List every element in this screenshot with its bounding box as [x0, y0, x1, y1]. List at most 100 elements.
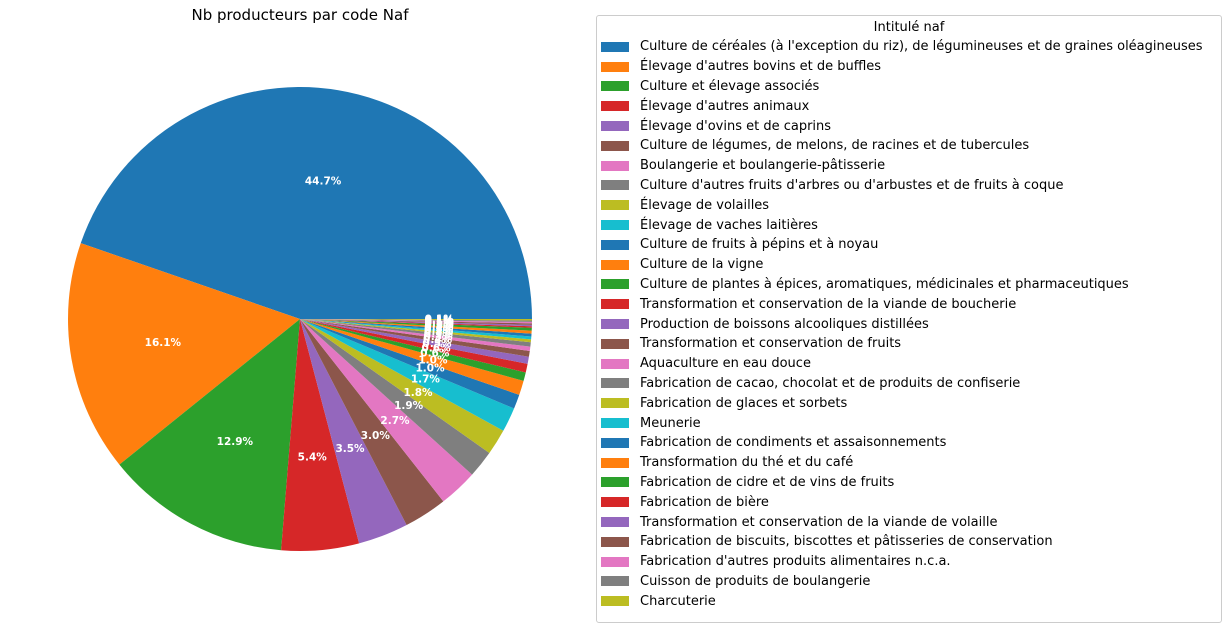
slice-label: 2.7%	[380, 415, 410, 427]
legend-item: Élevage d'autres bovins et de buffles	[601, 57, 1221, 77]
legend-swatch	[601, 556, 629, 567]
legend-label: Élevage d'autres animaux	[640, 98, 810, 114]
legend-item: Culture d'autres fruits d'arbres ou d'ar…	[601, 176, 1221, 196]
pie-slice	[281, 319, 360, 552]
legend-label: Transformation et conservation de la via…	[640, 296, 1017, 312]
legend-item: Charcuterie	[601, 591, 1221, 611]
pie-slice	[300, 319, 530, 357]
slice-label: 44.7%	[305, 176, 342, 188]
legend-item: Fabrication de bière	[601, 492, 1221, 512]
legend-swatch	[601, 517, 629, 528]
legend-item: Culture de céréales (à l'exception du ri…	[601, 37, 1221, 57]
pie-slice	[300, 319, 532, 331]
pie-slice	[300, 319, 524, 395]
legend-item: Meunerie	[601, 413, 1221, 433]
slice-label: 0.6%	[421, 343, 451, 355]
pie-slice	[80, 87, 532, 319]
legend-swatch	[601, 437, 629, 448]
pie-slice	[300, 319, 504, 453]
pie-slice	[300, 319, 526, 381]
legend-title: Intitulé naf	[873, 20, 945, 35]
legend-label: Meunerie	[640, 415, 701, 431]
slice-label: 16.1%	[145, 337, 182, 349]
pie-slice	[68, 243, 300, 465]
legend-item: Fabrication de condiments et assaisonnem…	[601, 433, 1221, 453]
legend-item: Élevage de vaches laitières	[601, 215, 1221, 235]
legend-item: Élevage d'autres animaux	[601, 96, 1221, 116]
legend-swatch	[601, 180, 629, 191]
legend-item: Élevage d'ovins et de caprins	[601, 116, 1221, 136]
legend-swatch	[601, 319, 629, 330]
legend-swatch	[601, 596, 629, 607]
pie-slice	[300, 319, 532, 328]
pie-slice	[300, 319, 532, 343]
legend-label: Boulangerie et boulangerie-pâtisserie	[640, 158, 886, 174]
legend-label: Fabrication de glaces et sorbets	[640, 395, 848, 411]
legend-item: Fabrication de glaces et sorbets	[601, 393, 1221, 413]
pie-slice	[300, 319, 444, 526]
legend-items: Culture de céréales (à l'exception du ri…	[597, 37, 1221, 611]
legend-swatch	[601, 279, 629, 290]
legend-item: Transformation et conservation de la via…	[601, 294, 1221, 314]
legend-item: Fabrication de cidre et de vins de fruit…	[601, 473, 1221, 493]
legend-swatch	[601, 220, 629, 231]
legend-swatch	[601, 160, 629, 171]
legend-swatch	[601, 299, 629, 310]
pie-slice	[300, 319, 532, 327]
legend-label: Culture de céréales (à l'exception du ri…	[640, 39, 1203, 55]
legend-label: Cuisson de produits de boulangerie	[640, 573, 871, 589]
legend-swatch	[601, 239, 629, 250]
legend-swatch	[601, 259, 629, 270]
legend-label: Charcuterie	[640, 593, 716, 609]
legend-item: Transformation et conservation de la via…	[601, 512, 1221, 532]
pie-slice	[300, 319, 531, 351]
slice-label: 1.0%	[418, 354, 448, 366]
slice-label: 1.0%	[415, 363, 445, 375]
legend-label: Culture de la vigne	[640, 257, 764, 273]
pie-slice	[300, 319, 533, 321]
pie-slice	[300, 319, 532, 325]
chart-title: Nb producteurs par code Naf	[191, 6, 409, 24]
legend-swatch	[601, 576, 629, 587]
legend-swatch	[601, 61, 629, 72]
legend-label: Fabrication d'autres produits alimentair…	[640, 554, 951, 570]
slice-label: 0.2%	[425, 319, 455, 331]
slice-label: 0.3%	[424, 328, 454, 340]
slice-label: 1.7%	[411, 373, 441, 385]
slice-label: 0.5%	[422, 338, 452, 350]
legend-item: Fabrication de biscuits, biscottes et pâ…	[601, 532, 1221, 552]
slice-label: 0.1%	[425, 313, 455, 325]
slice-label: 0.1%	[425, 318, 455, 330]
legend-swatch	[601, 378, 629, 389]
legend-item: Culture de plantes à épices, aromatiques…	[601, 275, 1221, 295]
legend-item: Transformation et conservation de fruits	[601, 334, 1221, 354]
legend-label: Fabrication de cacao, chocolat et de pro…	[640, 375, 1021, 391]
legend-label: Fabrication de condiments et assaisonnem…	[640, 435, 947, 451]
legend-label: Culture de plantes à épices, aromatiques…	[640, 276, 1129, 292]
pie-slice	[300, 319, 529, 364]
legend-item: Culture de fruits à pépins et à noyau	[601, 235, 1221, 255]
pie-slice	[300, 319, 532, 340]
legend-item: Boulangerie et boulangerie-pâtisserie	[601, 156, 1221, 176]
legend-item: Transformation du thé et du café	[601, 453, 1221, 473]
legend-label: Culture de fruits à pépins et à noyau	[640, 237, 879, 253]
slice-label: 12.9%	[217, 436, 254, 448]
pie-chart: 44.7% 16.1% 12.9% 5.4% 3.5%3.0% 2.7% 1.9%1.8% 1…	[68, 87, 533, 552]
legend-item: Culture et élevage associés	[601, 77, 1221, 97]
legend-label: Élevage de vaches laitières	[640, 217, 818, 233]
slice-label: 3.0%	[361, 430, 391, 442]
legend-label: Élevage d'autres bovins et de buffles	[640, 59, 882, 75]
slice-label: 3.5%	[335, 443, 365, 455]
legend-label: Transformation et conservation de fruits	[640, 336, 902, 352]
pie-slice	[300, 319, 532, 337]
legend-swatch	[601, 497, 629, 508]
slice-label: 0.2%	[424, 323, 454, 335]
slice-label: 0.4%	[423, 334, 453, 346]
legend-label: Production de boissons alcooliques disti…	[640, 316, 929, 332]
slice-label: 0.1%	[425, 315, 455, 327]
legend-item: Aquaculture en eau douce	[601, 354, 1221, 374]
legend-item: Élevage de volailles	[601, 195, 1221, 215]
pie-slice	[300, 319, 528, 373]
slice-label: 0.2%	[424, 326, 454, 338]
slice-label: 0.2%	[424, 321, 454, 333]
